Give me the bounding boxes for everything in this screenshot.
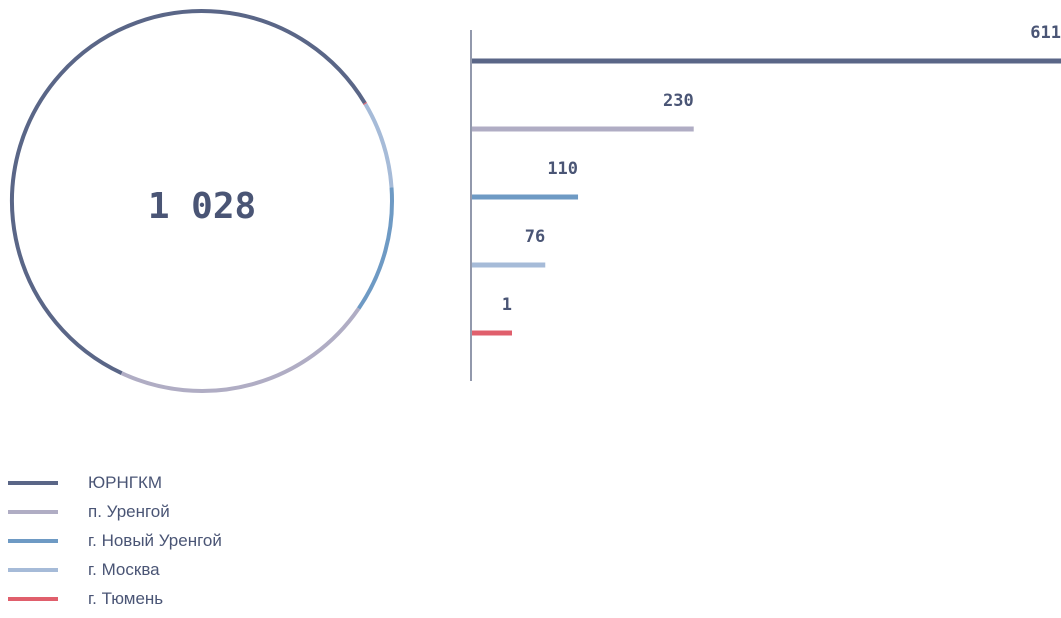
- bar: [472, 262, 546, 268]
- donut-segment: [357, 187, 394, 310]
- legend-label: г. Москва: [88, 559, 160, 579]
- bar-value-label: 110: [547, 159, 578, 179]
- donut-segment: [10, 9, 367, 376]
- legend-label: г. Новый Уренгой: [88, 530, 222, 550]
- bar-value-label: 611: [1030, 23, 1061, 43]
- bar-value-label: 230: [663, 91, 694, 111]
- bar: [472, 194, 579, 200]
- legend-item: ЮРНГКМ: [8, 468, 222, 497]
- donut-chart: [10, 9, 394, 393]
- legend-swatch: [8, 596, 58, 601]
- bar: [472, 58, 1061, 64]
- legend-item: г. Новый Уренгой: [8, 526, 222, 555]
- bar-chart: 611 230 110 76 1: [472, 23, 1061, 336]
- donut-segment: [120, 307, 361, 393]
- legend-label: п. Уренгой: [88, 501, 170, 521]
- legend: ЮРНГКМ п. Уренгой г. Новый Уренгой г. Мо…: [8, 468, 222, 613]
- legend-item: г. Москва: [8, 555, 222, 584]
- legend-swatch: [8, 480, 58, 485]
- legend-label: ЮРНГКМ: [88, 472, 163, 492]
- donut-segment: [363, 103, 394, 188]
- bar-value-label: 1: [502, 295, 512, 315]
- bar: [472, 126, 694, 132]
- legend-swatch: [8, 538, 58, 543]
- legend-swatch: [8, 509, 58, 514]
- legend-swatch: [8, 567, 58, 572]
- chart-canvas: 1 028 611 230 110 76 1: [10, 9, 1061, 393]
- bar: [472, 330, 512, 336]
- legend-label: г. Тюмень: [88, 588, 164, 608]
- legend-item: п. Уренгой: [8, 497, 222, 526]
- legend-item: г. Тюмень: [8, 584, 222, 613]
- bar-value-label: 76: [525, 227, 545, 247]
- donut-segment: [363, 102, 368, 106]
- total-value: 1 028: [148, 186, 256, 227]
